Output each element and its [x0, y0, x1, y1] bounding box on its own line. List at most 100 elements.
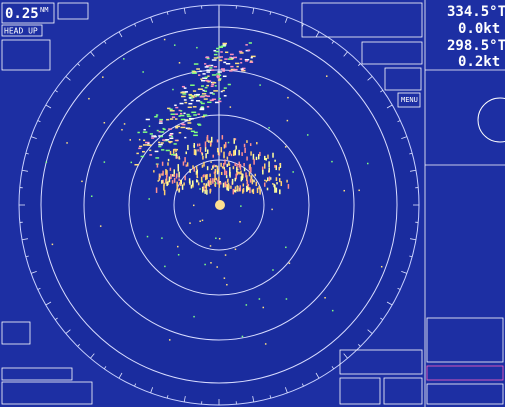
echo — [263, 182, 266, 187]
echo — [201, 219, 204, 222]
bearing-tick — [386, 104, 393, 109]
echo — [251, 189, 254, 193]
echo — [161, 180, 163, 184]
bearing-tick — [118, 31, 123, 38]
echo — [249, 178, 252, 183]
echo — [202, 114, 208, 116]
bearing-tick — [183, 7, 186, 15]
echo — [180, 126, 186, 129]
echo — [168, 339, 171, 341]
echo — [196, 93, 200, 96]
echo — [154, 150, 159, 153]
echo — [234, 138, 237, 141]
echo — [192, 204, 195, 207]
echo — [230, 68, 235, 71]
echo — [188, 102, 193, 105]
echo — [213, 57, 218, 59]
echo — [174, 118, 178, 120]
echo — [275, 187, 278, 193]
echo — [171, 180, 174, 184]
echo — [171, 135, 174, 138]
echo — [168, 140, 173, 143]
echo — [325, 75, 328, 77]
compass-dial — [477, 97, 505, 143]
echo — [210, 69, 215, 71]
echo — [151, 137, 155, 139]
echo — [218, 100, 222, 103]
echo — [193, 63, 199, 65]
echo — [163, 38, 166, 41]
bearing-tick — [252, 395, 255, 403]
echo — [275, 177, 278, 181]
echo — [224, 254, 227, 256]
echo — [215, 182, 217, 185]
echo — [238, 171, 240, 174]
echo — [193, 131, 198, 134]
echo — [138, 147, 142, 150]
echo — [242, 173, 244, 179]
echo — [204, 86, 208, 89]
echo — [196, 173, 198, 178]
echo — [214, 85, 217, 87]
echo — [223, 167, 226, 170]
echo — [166, 181, 168, 187]
echo — [210, 85, 214, 88]
echo — [276, 182, 278, 185]
echo — [204, 146, 207, 152]
echo — [211, 74, 217, 76]
echo — [205, 56, 210, 59]
echo — [156, 163, 159, 168]
echo — [189, 97, 192, 99]
bearing-tick — [77, 344, 80, 347]
echo — [167, 107, 171, 110]
echo — [175, 148, 177, 153]
echo — [188, 94, 194, 97]
echo — [189, 168, 191, 173]
echo — [185, 151, 188, 155]
echo — [169, 108, 173, 111]
echo — [199, 220, 201, 222]
echo — [154, 116, 158, 118]
echo — [176, 156, 178, 159]
echo — [236, 164, 238, 168]
menu-button[interactable] — [397, 92, 421, 108]
echo — [169, 151, 172, 155]
bearing-tick — [21, 169, 29, 172]
echo — [191, 111, 197, 114]
bearing-tick — [409, 238, 417, 241]
echo — [210, 168, 213, 170]
echo — [264, 155, 266, 161]
bearing-tick — [284, 387, 288, 394]
echo — [218, 56, 223, 58]
bearing-tick — [409, 152, 413, 155]
echo — [220, 171, 223, 175]
echo — [175, 106, 179, 109]
echo — [278, 173, 281, 176]
bearing-tick — [30, 270, 37, 274]
echo — [201, 115, 205, 118]
echo — [190, 84, 195, 86]
echo — [238, 50, 243, 53]
echo — [193, 142, 196, 149]
echo — [218, 59, 222, 62]
echo — [180, 179, 183, 185]
echo — [250, 151, 252, 156]
bearing-tick — [343, 51, 348, 57]
echo — [176, 184, 179, 191]
echo — [155, 114, 159, 116]
echo — [241, 335, 244, 338]
echo — [215, 177, 218, 181]
echo — [232, 166, 235, 170]
echo — [231, 58, 234, 60]
bearing-tick — [134, 383, 137, 387]
echo — [193, 167, 195, 172]
echo — [162, 139, 166, 141]
echo — [206, 189, 208, 195]
echo — [206, 84, 209, 87]
echo — [196, 176, 199, 179]
echo — [262, 306, 265, 309]
echo — [219, 180, 222, 184]
bearing-tick — [77, 63, 80, 66]
echo — [169, 141, 172, 144]
echo — [264, 179, 266, 182]
